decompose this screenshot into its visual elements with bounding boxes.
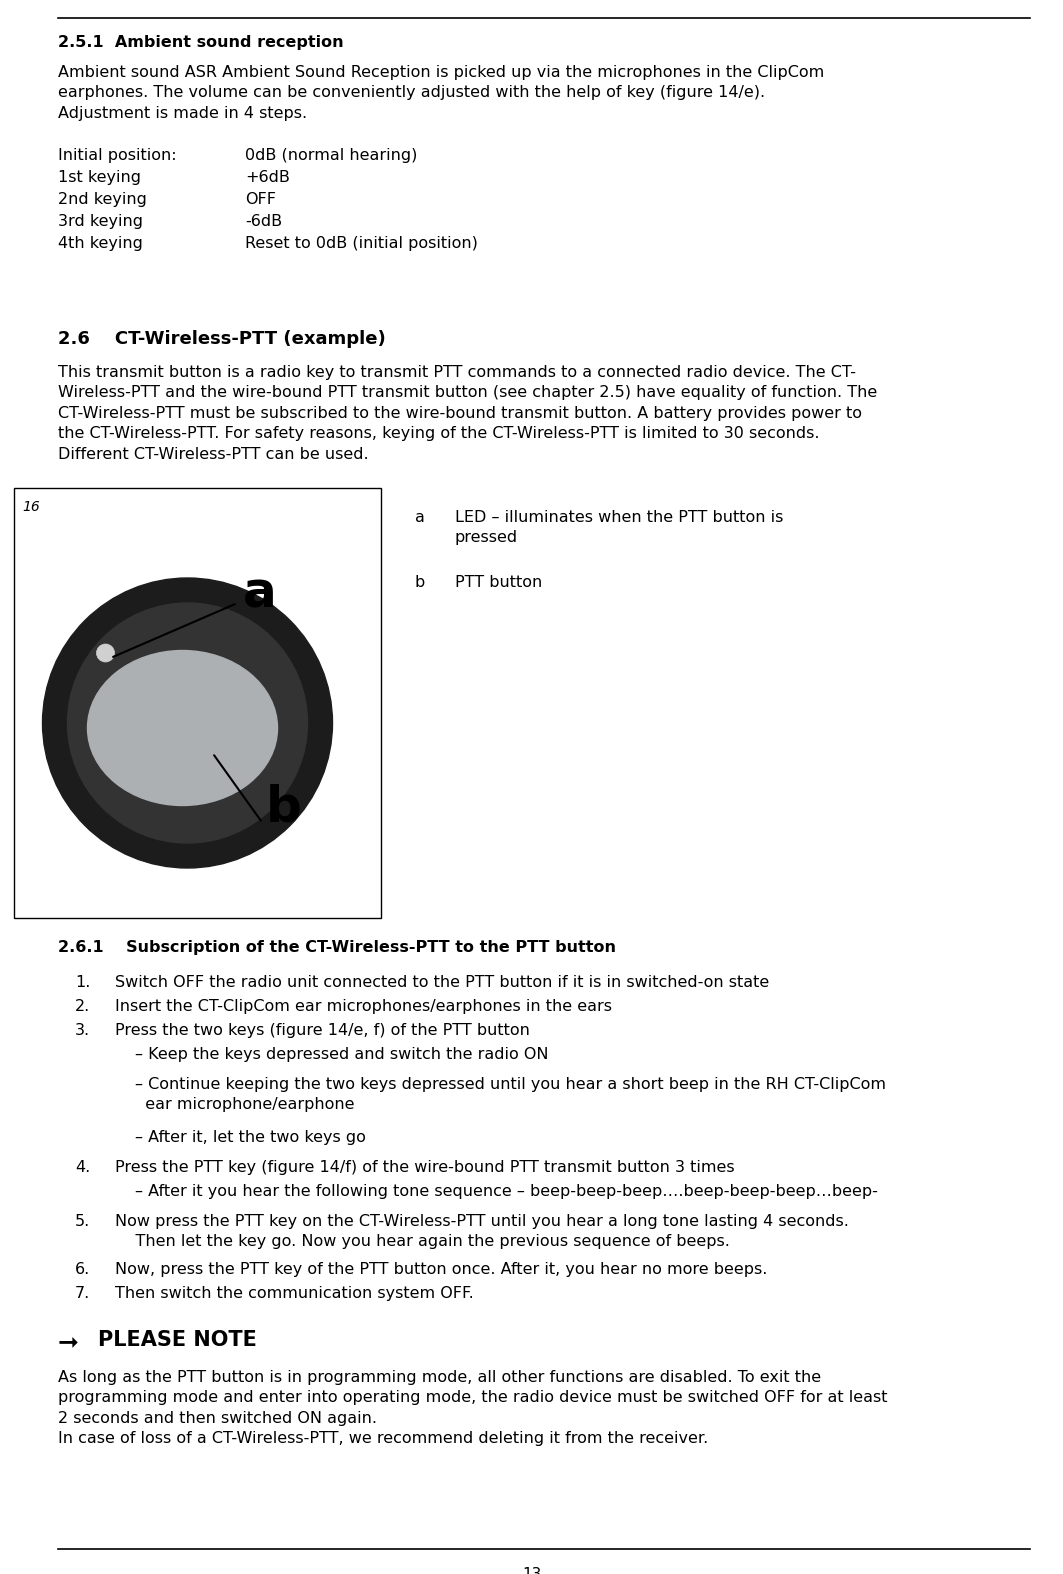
Text: 6.: 6. [75,1262,90,1277]
Text: Then switch the communication system OFF.: Then switch the communication system OFF… [115,1286,474,1300]
Text: 3.: 3. [75,1023,90,1037]
Text: – After it, let the two keys go: – After it, let the two keys go [135,1130,366,1144]
Text: b: b [415,575,425,590]
Text: Press the two keys (figure 14/e, f) of the PTT button: Press the two keys (figure 14/e, f) of t… [115,1023,529,1037]
Text: LED – illuminates when the PTT button is
pressed: LED – illuminates when the PTT button is… [455,510,783,546]
Text: 7.: 7. [75,1286,90,1300]
Text: 3rd keying: 3rd keying [58,214,144,228]
Text: 2.5.1  Ambient sound reception: 2.5.1 Ambient sound reception [58,35,343,50]
Text: 4th keying: 4th keying [58,236,142,250]
Text: 1.: 1. [75,974,90,990]
Bar [14,488,381,918]
Text: As long as the PTT button is in programming mode, all other functions are disabl: As long as the PTT button is in programm… [58,1369,888,1447]
Circle shape [97,644,115,663]
Text: Initial position:: Initial position: [58,148,176,164]
Text: Ambient sound ASR Ambient Sound Reception is picked up via the microphones in th: Ambient sound ASR Ambient Sound Receptio… [58,65,824,121]
Text: 1st keying: 1st keying [58,170,141,186]
Text: 4.: 4. [75,1160,90,1174]
Text: Reset to 0dB (initial position): Reset to 0dB (initial position) [244,236,478,250]
Text: Insert the CT-ClipCom ear microphones/earphones in the ears: Insert the CT-ClipCom ear microphones/ea… [115,999,612,1014]
Text: Press the PTT key (figure 14/f) of the wire-bound PTT transmit button 3 times: Press the PTT key (figure 14/f) of the w… [115,1160,735,1174]
Text: Switch OFF the radio unit connected to the PTT button if it is in switched-on st: Switch OFF the radio unit connected to t… [115,974,770,990]
Text: 13: 13 [522,1568,541,1574]
Text: – Keep the keys depressed and switch the radio ON: – Keep the keys depressed and switch the… [135,1047,549,1062]
Text: 2.6    CT-Wireless-PTT (example): 2.6 CT-Wireless-PTT (example) [58,331,386,348]
Circle shape [43,578,333,867]
Text: a: a [242,568,276,617]
Text: 16: 16 [22,501,39,515]
Text: ➞: ➞ [58,1330,79,1354]
Text: PLEASE NOTE: PLEASE NOTE [98,1330,257,1350]
Text: +6dB: +6dB [244,170,290,186]
Text: Now, press the PTT key of the PTT button once. After it, you hear no more beeps.: Now, press the PTT key of the PTT button… [115,1262,767,1277]
Text: 2nd keying: 2nd keying [58,192,147,208]
Text: – Continue keeping the two keys depressed until you hear a short beep in the RH : – Continue keeping the two keys depresse… [135,1077,885,1113]
Text: – After it you hear the following tone sequence – beep-beep-beep….beep-beep-beep: – After it you hear the following tone s… [135,1184,878,1199]
Text: a: a [415,510,425,526]
Text: -6dB: -6dB [244,214,282,228]
Text: 2.: 2. [75,999,90,1014]
Ellipse shape [87,650,277,806]
Text: b: b [266,784,302,833]
Text: PTT button: PTT button [455,575,542,590]
Text: 2.6.1    Subscription of the CT-Wireless-PTT to the PTT button: 2.6.1 Subscription of the CT-Wireless-PT… [58,940,615,955]
Text: This transmit button is a radio key to transmit PTT commands to a connected radi: This transmit button is a radio key to t… [58,365,877,461]
Text: 0dB (normal hearing): 0dB (normal hearing) [244,148,418,164]
Text: 5.: 5. [75,1214,90,1229]
Circle shape [67,603,307,844]
Text: Now press the PTT key on the CT-Wireless-PTT until you hear a long tone lasting : Now press the PTT key on the CT-Wireless… [115,1214,849,1250]
Text: OFF: OFF [244,192,276,208]
